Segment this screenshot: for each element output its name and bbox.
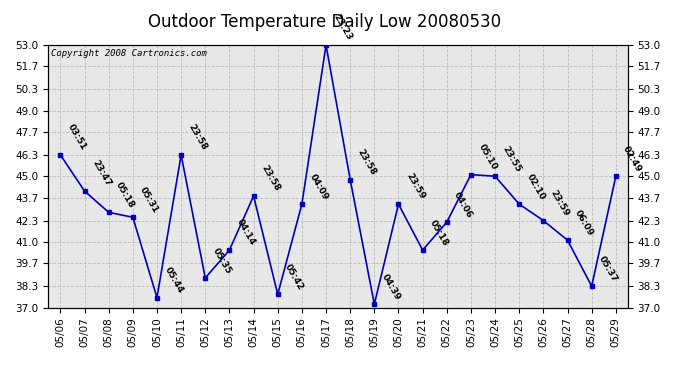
Text: 02:10: 02:10 [525,172,546,201]
Text: 02:49: 02:49 [622,144,644,174]
Text: 23:47: 23:47 [90,159,112,188]
Text: 05:18: 05:18 [428,218,450,247]
Text: 05:10: 05:10 [477,143,498,172]
Text: 23:59: 23:59 [549,188,571,218]
Text: 04:09: 04:09 [308,172,330,201]
Text: 05:42: 05:42 [284,262,306,292]
Text: 04:06: 04:06 [453,190,474,219]
Text: 06:09: 06:09 [573,208,595,237]
Text: Copyright 2008 Cartronics.com: Copyright 2008 Cartronics.com [51,49,207,58]
Text: 03:51: 03:51 [66,123,88,152]
Text: 23:23: 23:23 [332,13,354,42]
Text: 23:58: 23:58 [259,164,282,193]
Text: 04:39: 04:39 [380,272,402,302]
Text: 04:14: 04:14 [235,218,257,247]
Text: 05:18: 05:18 [115,180,136,210]
Text: 05:37: 05:37 [598,254,620,284]
Text: 05:35: 05:35 [211,246,233,275]
Text: 05:44: 05:44 [163,266,185,295]
Text: Outdoor Temperature Daily Low 20080530: Outdoor Temperature Daily Low 20080530 [148,13,501,31]
Text: 23:55: 23:55 [501,144,523,174]
Text: 23:58: 23:58 [187,123,209,152]
Text: 05:31: 05:31 [139,185,160,214]
Text: 23:59: 23:59 [404,172,426,201]
Text: 23:58: 23:58 [356,147,378,177]
